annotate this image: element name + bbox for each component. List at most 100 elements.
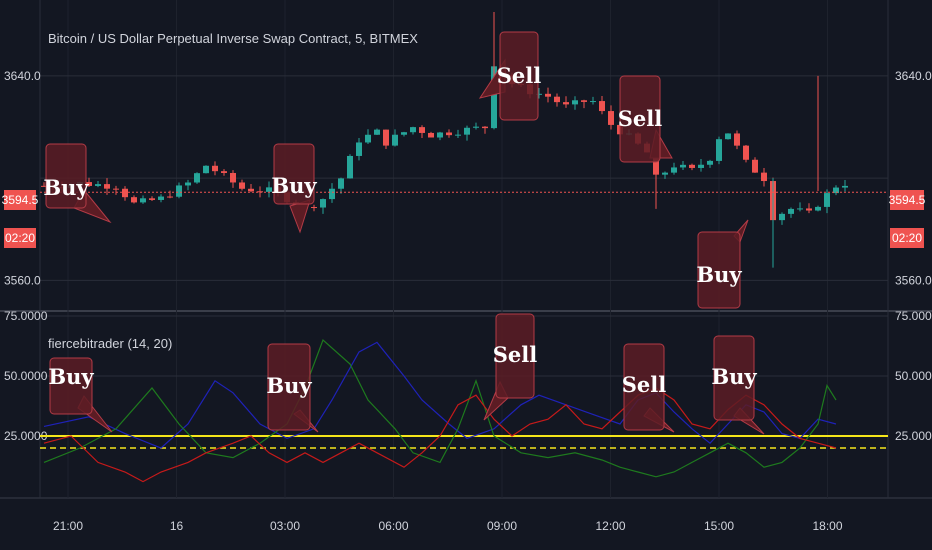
price-annotation-1: Buy [43, 143, 112, 224]
countdown-tag-right: 02:20 [890, 228, 924, 248]
candle-body [842, 185, 848, 188]
candle-body [563, 102, 569, 105]
candle-body [104, 184, 110, 189]
candle-body [194, 173, 200, 183]
candle-body [788, 208, 794, 214]
indicator-annotation-1-label: Buy [48, 364, 94, 389]
indicator-annotation-3-label: Sell [493, 342, 538, 367]
y-tick-left: 50.0000 [4, 369, 48, 383]
candle-body [779, 213, 785, 221]
y-tick-left: 3560.0 [4, 273, 41, 287]
candle-body [743, 145, 749, 160]
candle-body [374, 129, 380, 135]
indicator-annotation-2-label: Buy [266, 373, 312, 398]
candle-body [833, 187, 839, 194]
price-annotation-3-label: Sell [497, 63, 542, 88]
candle-body [266, 187, 272, 192]
candle-body [716, 139, 722, 161]
x-tick-label: 15:00 [704, 519, 734, 533]
countdown-tag-left-text: 02:20 [5, 231, 35, 245]
candle-body [446, 132, 452, 136]
candle-body [140, 198, 146, 203]
countdown-tag-left: 02:20 [4, 228, 36, 248]
candle-body [221, 171, 227, 173]
candle-body [554, 96, 560, 103]
price-tag-right-bg [890, 190, 924, 210]
candle-body [383, 129, 389, 146]
candle-body [248, 188, 254, 192]
price-annotation-5: Buy [696, 219, 749, 309]
candle-body [464, 127, 470, 135]
candle-body [122, 188, 128, 198]
x-tick-label: 03:00 [270, 519, 300, 533]
candle-body [437, 132, 443, 138]
candle-body [797, 208, 803, 210]
candle-body [131, 197, 137, 203]
candle-body [167, 196, 173, 198]
candle-body [572, 100, 578, 105]
candle-body [419, 127, 425, 133]
indicator-annotation-3: Sell [483, 313, 538, 421]
candle-body [239, 182, 245, 189]
price-tag-right: 3594.5 [889, 190, 926, 210]
candle-body [761, 172, 767, 182]
indicator-line-red [43, 387, 837, 483]
candle-body [815, 206, 821, 211]
y-tick-left: 25.0000 [4, 429, 48, 443]
candle-body [356, 142, 362, 156]
y-tick-right: 3560.0 [895, 273, 932, 287]
candle-body [707, 160, 713, 165]
candle-body [599, 101, 605, 112]
x-tick-label: 06:00 [378, 519, 408, 533]
candle-body [545, 93, 551, 97]
candle-body [482, 126, 488, 129]
price-annotation-3: Sell [478, 31, 542, 121]
candle-body [311, 207, 317, 209]
candle-body [671, 167, 677, 173]
indicator-title: fiercebitrader (14, 20) [48, 336, 172, 351]
candle-body [95, 184, 101, 186]
indicator-annotation-4: Sell [622, 343, 675, 433]
indicator-annotation-5: Buy [711, 335, 765, 435]
candle-body [689, 164, 695, 168]
candle-body [752, 159, 758, 173]
countdown-tag-left-bg [4, 228, 36, 248]
candle-body [41, 185, 47, 187]
countdown-tag-right-bg [890, 228, 924, 248]
candle-body [347, 155, 353, 179]
price-annotation-2: Buy [271, 143, 317, 234]
candle-body [230, 172, 236, 183]
candle-body [329, 188, 335, 200]
candle-body [455, 134, 461, 136]
candle-body [185, 182, 191, 186]
y-tick-left: 75.0000 [4, 309, 48, 323]
x-tick-label: 12:00 [595, 519, 625, 533]
price-annotation-4: Sell [618, 75, 673, 163]
candle-body [203, 165, 209, 174]
candle-body [680, 164, 686, 168]
x-tick-label: 21:00 [53, 519, 83, 533]
main-chart-title: Bitcoin / US Dollar Perpetual Inverse Sw… [48, 31, 418, 46]
candle-body [320, 199, 326, 208]
candle-body [491, 66, 497, 129]
price-annotation-5-label: Buy [696, 262, 742, 287]
price-annotation-2-label: Buy [271, 173, 317, 198]
price-annotation-1-label: Buy [43, 175, 89, 200]
y-tick-right: 25.0000 [895, 429, 932, 443]
countdown-tag-right-text: 02:20 [892, 231, 922, 245]
candle-body [392, 134, 398, 146]
price-tag-left-bg [4, 190, 36, 210]
indicator-annotation-1: Buy [48, 357, 113, 433]
candle-body [338, 178, 344, 189]
price-tag-left: 3594.5 [2, 190, 39, 210]
price-annotation-4-label: Sell [618, 106, 663, 131]
candle-body [428, 132, 434, 138]
indicator-line-green [43, 338, 837, 478]
candle-body [806, 208, 812, 211]
price-tag-right-text: 3594.5 [889, 193, 926, 207]
candle-body [536, 93, 542, 95]
candle-body [698, 164, 704, 168]
indicator-annotation-5-label: Buy [711, 364, 757, 389]
candle-body [734, 133, 740, 146]
